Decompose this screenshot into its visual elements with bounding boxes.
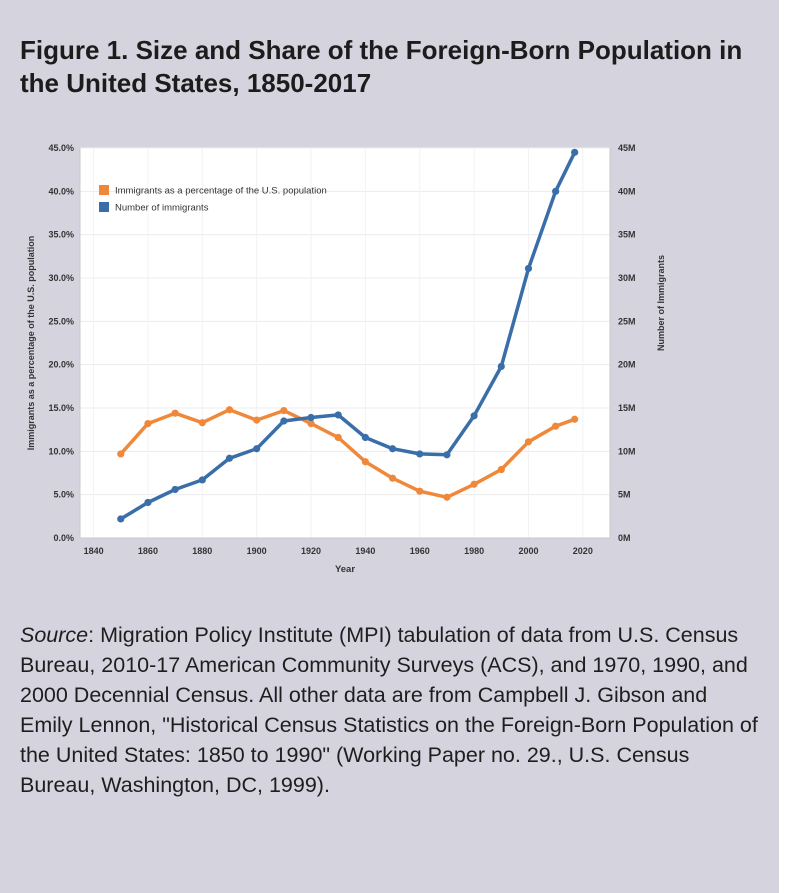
percentage-data-point (280, 407, 288, 415)
chart-container: 0.0% 5.0% 10.0% 15.0% 20.0% 25.0% 30.0% 35.0% 40… (20, 140, 680, 580)
source-label: Source (20, 623, 89, 647)
percentage-data-point (307, 420, 315, 428)
source-note: Source: Migration Policy Institute (MPI)… (20, 620, 760, 801)
y-axis-left-label: Immigrants as a percentage of the U.S. p… (26, 236, 36, 451)
figure-title: Figure 1. Size and Share of the Foreign-… (20, 35, 743, 98)
y-left-tick-label: 10.0% (48, 446, 74, 456)
percentage-data-point (253, 416, 261, 424)
number-data-point (225, 454, 234, 462)
x-tick-label: 1880 (192, 546, 212, 556)
percentage-data-point (144, 420, 152, 428)
number-data-point (571, 148, 579, 156)
number-data-point (117, 515, 125, 523)
number-data-point (171, 485, 179, 494)
y-right-tick-label: 15M (618, 403, 636, 413)
percentage-data-point (388, 474, 397, 482)
number-data-point (361, 433, 369, 442)
x-tick-label: 1920 (301, 546, 321, 556)
percentage-data-point (171, 409, 179, 417)
x-tick-label: 1860 (138, 546, 158, 556)
y-right-tick-label: 25M (618, 316, 636, 326)
source-text: : Migration Policy Institute (MPI) tabul… (20, 623, 758, 798)
x-tick-label: 2020 (573, 546, 593, 556)
percentage-data-point (524, 438, 533, 446)
y-right-tick-label: 10M (618, 446, 636, 456)
plot-background (80, 148, 610, 538)
x-axis-label: Year (335, 564, 355, 575)
y-right-tick-label: 20M (618, 360, 636, 370)
y-right-tick-label: 30M (618, 273, 636, 283)
number-data-point (307, 413, 315, 422)
legend-swatch-percentage (99, 185, 109, 195)
y-right-tick-label: 35M (618, 230, 636, 240)
y-left-tick-label: 0.0% (53, 533, 74, 543)
chart-axes: 0.0% 5.0% 10.0% 15.0% 20.0% 25.0% 30.0% 35.0% 40… (48, 143, 635, 556)
percentage-data-point (334, 433, 342, 442)
percentage-data-point (571, 415, 579, 423)
legend-swatch-number (99, 202, 109, 212)
legend-label-percentage: Immigrants as a percentage of the U.S. p… (115, 186, 327, 197)
number-data-point (497, 362, 505, 370)
percentage-data-point (552, 422, 560, 430)
percentage-series-line (119, 407, 577, 500)
number-series-line (119, 150, 577, 521)
y-left-tick-label: 40.0% (48, 186, 74, 196)
number-data-point (552, 187, 560, 195)
line-chart: 0.0% 5.0% 10.0% 15.0% 20.0% 25.0% 30.0% 35.0% 40… (26, 143, 666, 575)
legend-label-number: Number of immigrants (115, 203, 209, 214)
number-data-point (416, 450, 424, 458)
y-left-tick-label: 45.0% (48, 143, 74, 153)
y-left-tick-label: 5.0% (53, 490, 74, 500)
number-data-point (144, 498, 152, 507)
x-tick-label: 1960 (410, 546, 430, 556)
chart-series (117, 148, 579, 523)
y-left-tick-label: 15.0% (48, 403, 74, 413)
x-tick-label: 1980 (464, 546, 484, 556)
number-data-point (198, 476, 206, 484)
percentage-data-point (416, 487, 424, 495)
number-data-point (443, 451, 451, 459)
percentage-data-point (497, 465, 505, 474)
y-left-tick-label: 30.0% (48, 273, 74, 283)
percentage-data-point (470, 480, 478, 488)
percentage-data-point (198, 419, 206, 427)
number-data-point (524, 264, 533, 273)
y-left-tick-label: 25.0% (48, 316, 74, 326)
number-data-point (334, 411, 342, 419)
percentage-data-point (225, 406, 234, 414)
percentage-data-point (361, 458, 369, 466)
y-right-tick-label: 0M (618, 533, 631, 543)
y-left-tick-label: 35.0% (48, 230, 74, 240)
percentage-data-point (443, 493, 451, 501)
number-data-point (280, 417, 288, 425)
x-tick-label: 1940 (355, 546, 375, 556)
x-tick-label: 1840 (84, 546, 104, 556)
y-right-tick-label: 40M (618, 186, 636, 196)
number-data-point (470, 412, 478, 420)
chart-legend: Immigrants as a percentage of the U.S. p… (99, 185, 327, 214)
x-tick-label: 1900 (247, 546, 267, 556)
y-right-tick-label: 5M (618, 490, 631, 500)
y-axis-right-label: Number of Immigrants (656, 255, 666, 351)
number-data-point (388, 445, 397, 453)
number-data-point (253, 445, 261, 453)
chart-gridlines (80, 147, 610, 539)
percentage-data-point (117, 450, 125, 458)
y-right-tick-label: 45M (618, 143, 636, 153)
y-left-tick-label: 20.0% (48, 360, 74, 370)
x-tick-label: 2000 (518, 546, 538, 556)
